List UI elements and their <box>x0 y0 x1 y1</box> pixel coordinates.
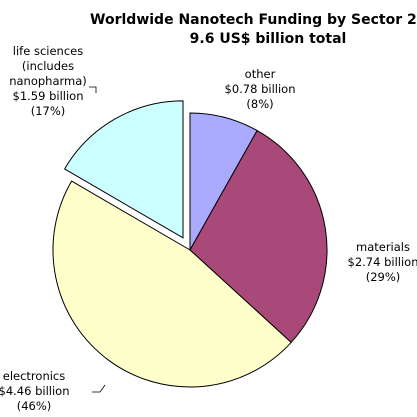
label-life-sciences: life sciences (includes nanopharma) $1.59 b… <box>9 44 87 118</box>
slice-life-sciences <box>63 100 184 239</box>
label-electronics: electronics $4.46 billion (46%) <box>0 369 69 413</box>
slice-materials <box>189 129 328 344</box>
label-materials: materials $2.74 billion (29%) <box>348 240 417 284</box>
pie-slices <box>52 100 328 388</box>
leader-line <box>92 384 106 393</box>
leader-line <box>89 86 97 93</box>
slice-electronics <box>52 180 292 388</box>
chart-title: Worldwide Nanotech Funding by Sector 200… <box>90 12 417 28</box>
slice-labels: other $0.78 billion (8%) materials $2.74 bil… <box>0 44 417 413</box>
chart-subtitle: 9.6 US$ billion total <box>190 31 347 47</box>
label-other: other $0.78 billion (8%) <box>225 67 296 111</box>
